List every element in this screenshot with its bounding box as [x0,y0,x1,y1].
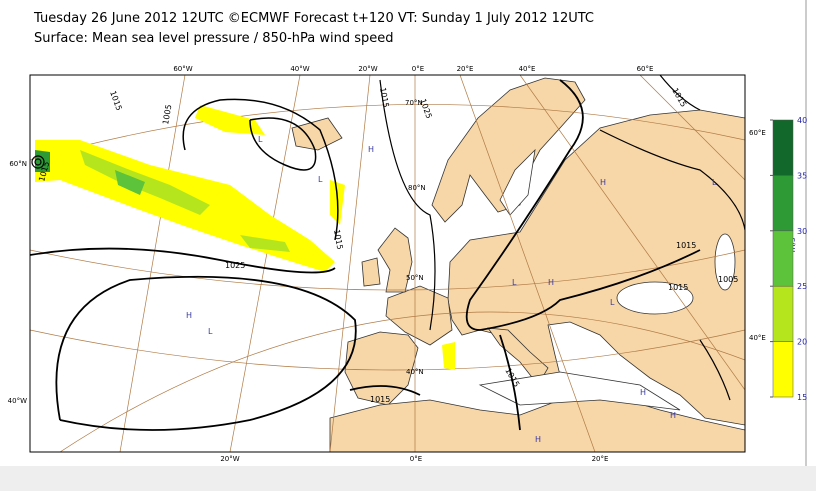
colorbar-tick-label: 30 [797,227,807,236]
parallel [59,311,745,452]
centre: L [258,135,263,144]
isobar-label: 1015 [668,283,688,292]
centre: L [512,278,517,287]
meridian [329,75,371,452]
lon-label: 20°W [220,455,239,463]
wind-15 [195,105,265,135]
isobar [30,247,336,274]
centre: H [600,178,606,187]
meridian [119,75,186,452]
colorbar-tick-label: 40 [797,116,807,125]
isobar-label: 1015 [378,87,390,109]
isobar [34,158,42,166]
isobar [465,79,701,331]
bottom-bar [0,466,816,491]
isobar-label: 1015 [332,229,344,251]
centre: H [535,435,541,444]
isobar-label: 1015 [676,241,696,250]
lon-label: 0°E [412,65,424,73]
ireland [361,257,381,287]
centre: H [548,278,554,287]
lon-label: 40°W [290,65,309,73]
lat-label: 70°N [405,99,423,107]
isobars [30,75,745,431]
centre: L [318,175,323,184]
isobar-label: 1005 [718,275,738,284]
britain [377,227,413,293]
isobar [55,275,357,431]
latitude-labels: 60°N 40°W 60°E 40°E 80°N 70°N 50°N 40°N [8,99,766,405]
lon-label: 20°W [358,65,377,73]
isobar [599,129,745,231]
isobar [699,339,731,401]
wind-15 [442,342,455,370]
colorbar-tick-label: 20 [797,338,807,347]
isobar [659,75,701,111]
caspian-sea [714,233,736,291]
centre: H [186,311,192,320]
longitude-labels: 60°W 40°W 20°W 0°E 20°E 40°E 60°E 20°W 0… [173,65,653,463]
lat-label: 50°N [406,274,424,282]
lat-label: 40°W [8,397,27,405]
wind-shading [35,105,455,370]
wind-25 [115,170,145,195]
meridian [639,75,745,181]
lon-label: 20°E [592,455,609,463]
meridian [459,75,596,452]
colorbar-tick-label: 25 [797,282,807,291]
isobar-label: 1005 [161,104,173,126]
lon-label: 60°E [637,65,654,73]
mediterranean [478,371,681,411]
colorbar-segment [772,230,794,287]
map: 60°W 40°W 20°W 0°E 20°E 40°E 60°E 20°W 0… [8,65,766,463]
colorbar-segment [772,341,794,398]
colorbar-segment [772,285,794,342]
lat-label: 60°E [749,129,766,137]
parallel [30,329,745,371]
colorbar-tick-label: 15 [797,393,807,402]
isobar [182,98,339,241]
baltic [499,148,536,216]
centre: H [368,145,374,154]
lon-label: 40°E [519,65,536,73]
isobar [31,155,45,169]
meridian [519,75,745,391]
lat-label: 40°E [749,334,766,342]
isobar [349,385,421,396]
colorbar-segment [772,175,794,232]
map-frame [29,74,746,453]
lat-label: 40°N [406,368,424,376]
header-line1: Tuesday 26 June 2012 12UTC ©ECMWF Foreca… [33,11,594,26]
meridian [229,75,301,452]
wind-20 [240,235,290,252]
isobar-label: 1025 [225,261,245,270]
header-line2: Surface: Mean sea level pressure / 850-h… [34,31,394,46]
centre: L [610,298,615,307]
lon-label: 60°W [173,65,192,73]
lat-label: 60°N [9,160,27,168]
pressure-centres: H L L H L H L H L H L H H [186,135,717,444]
isobar [499,334,521,431]
isobar [249,117,317,171]
lon-label: 0°E [410,455,422,463]
lon-label: 20°E [457,65,474,73]
isobar-label: 1015 [370,395,390,404]
lat-label: 80°N [408,184,426,192]
centre: H [640,388,646,397]
centre: L [208,327,213,336]
scandinavia [431,77,586,223]
colorbar-segment [772,119,794,176]
colorbar-tick-label: 35 [797,171,807,180]
parallel [30,249,745,291]
centre: L [712,178,717,187]
isobar [379,79,436,331]
iceland [291,117,343,151]
centre: H [670,411,676,420]
wind-20 [80,150,210,215]
